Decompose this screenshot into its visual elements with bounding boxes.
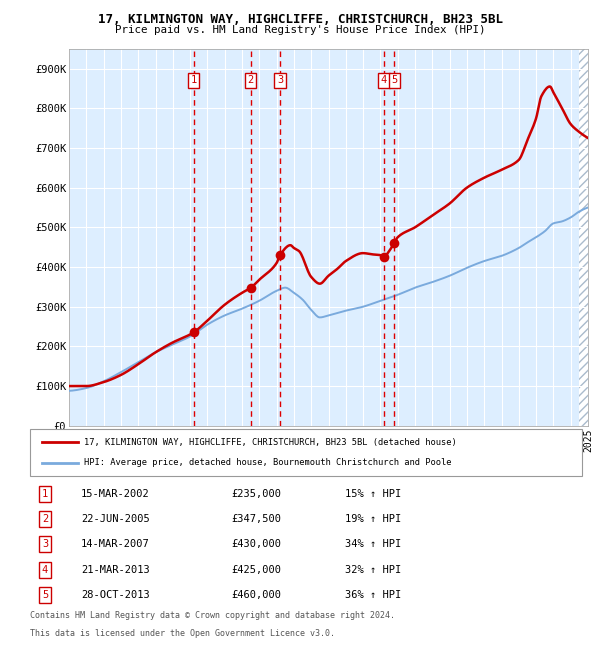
Text: 3: 3 [42, 540, 48, 549]
Text: 15% ↑ HPI: 15% ↑ HPI [345, 489, 401, 499]
Text: 1: 1 [190, 75, 197, 86]
Text: This data is licensed under the Open Government Licence v3.0.: This data is licensed under the Open Gov… [30, 629, 335, 638]
Text: £235,000: £235,000 [231, 489, 281, 499]
Text: £460,000: £460,000 [231, 590, 281, 600]
Text: 2: 2 [42, 514, 48, 524]
Text: 4: 4 [381, 75, 387, 86]
Text: £430,000: £430,000 [231, 540, 281, 549]
Text: 22-JUN-2005: 22-JUN-2005 [81, 514, 150, 524]
Text: 17, KILMINGTON WAY, HIGHCLIFFE, CHRISTCHURCH, BH23 5BL (detached house): 17, KILMINGTON WAY, HIGHCLIFFE, CHRISTCH… [84, 437, 457, 447]
Text: £425,000: £425,000 [231, 565, 281, 575]
Text: Contains HM Land Registry data © Crown copyright and database right 2024.: Contains HM Land Registry data © Crown c… [30, 611, 395, 620]
Text: 21-MAR-2013: 21-MAR-2013 [81, 565, 150, 575]
Text: 19% ↑ HPI: 19% ↑ HPI [345, 514, 401, 524]
Text: 2: 2 [248, 75, 254, 86]
Text: HPI: Average price, detached house, Bournemouth Christchurch and Poole: HPI: Average price, detached house, Bour… [84, 458, 452, 467]
Text: £347,500: £347,500 [231, 514, 281, 524]
Text: 14-MAR-2007: 14-MAR-2007 [81, 540, 150, 549]
Bar [580, 49, 589, 426]
Text: 17, KILMINGTON WAY, HIGHCLIFFE, CHRISTCHURCH, BH23 5BL: 17, KILMINGTON WAY, HIGHCLIFFE, CHRISTCH… [97, 13, 503, 26]
Text: 34% ↑ HPI: 34% ↑ HPI [345, 540, 401, 549]
Text: 5: 5 [391, 75, 397, 86]
Text: 32% ↑ HPI: 32% ↑ HPI [345, 565, 401, 575]
Text: 3: 3 [277, 75, 283, 86]
Text: 4: 4 [42, 565, 48, 575]
Text: 1: 1 [42, 489, 48, 499]
Text: Price paid vs. HM Land Registry's House Price Index (HPI): Price paid vs. HM Land Registry's House … [115, 25, 485, 34]
Text: 28-OCT-2013: 28-OCT-2013 [81, 590, 150, 600]
Text: 15-MAR-2002: 15-MAR-2002 [81, 489, 150, 499]
Text: 5: 5 [42, 590, 48, 600]
Text: 36% ↑ HPI: 36% ↑ HPI [345, 590, 401, 600]
